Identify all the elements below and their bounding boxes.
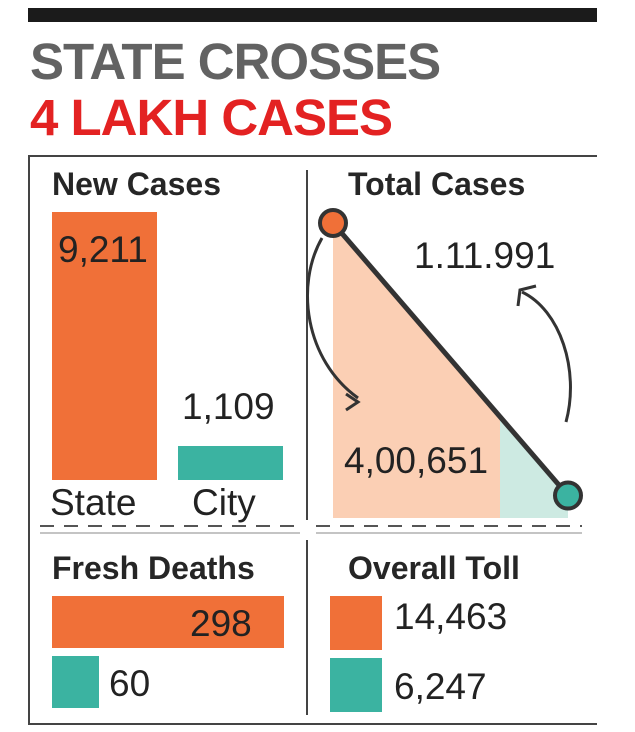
new-cases-category-state: State (50, 482, 137, 523)
fresh-deaths-value-state: 298 (190, 603, 252, 644)
frame-bottom-line (28, 723, 597, 725)
headline-line-1: STATE CROSSES (30, 33, 441, 90)
state-arrow-head (345, 392, 361, 412)
new-cases-title: New Cases (52, 166, 221, 202)
total-cases-area-state (333, 223, 500, 518)
fresh-deaths-title: Fresh Deaths (52, 550, 255, 586)
headline-line-2: 4 LAKH CASES (30, 89, 393, 146)
total-cases-title: Total Cases (348, 166, 526, 202)
total-cases-trend-line (331, 221, 570, 498)
overall-toll-title: Overall Toll (348, 550, 520, 586)
overall-toll-swatch-state (330, 596, 382, 650)
total-cases-area-city (500, 416, 568, 518)
overall-toll-value-state: 14,463 (394, 596, 508, 637)
new-cases-category-city: City (192, 482, 256, 523)
new-cases-value-state: 9,211 (58, 229, 148, 270)
fresh-deaths-bar-state (52, 596, 284, 648)
city-curved-arrow (521, 290, 572, 423)
frame-top-line (28, 155, 597, 157)
new-cases-bar-city (178, 446, 283, 480)
fresh-deaths-value-city: 60 (109, 663, 151, 704)
total-cases-point-city (553, 480, 583, 511)
city-arrow-head (516, 284, 537, 307)
fresh-deaths-bar-city (52, 656, 99, 708)
total-cases-point-state (318, 208, 348, 238)
top-rule (28, 8, 597, 22)
new-cases-bar-state (52, 212, 157, 480)
frame-left-line (28, 155, 30, 725)
state-curved-arrow (306, 237, 359, 400)
overall-toll-value-city: 6,247 (394, 666, 487, 707)
total-cases-value-state: 4,00,651 (344, 440, 489, 481)
total-cases-value-city: 1.11.991 (414, 235, 556, 276)
frame-divider-top (306, 170, 308, 520)
frame-divider-bottom (306, 540, 308, 715)
overall-toll-swatch-city (330, 658, 382, 712)
new-cases-value-city: 1,109 (182, 386, 275, 427)
